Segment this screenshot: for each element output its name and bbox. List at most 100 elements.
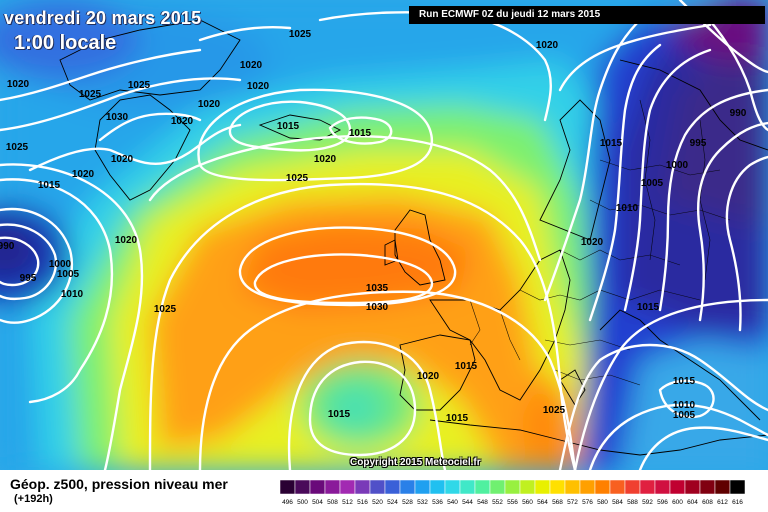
color-scale-legend: 496 500 504 508 512 516 520 524 528 532 536 540 544 5… <box>280 480 746 506</box>
isobar-label: 1010 <box>673 400 696 411</box>
legend-value: 616 <box>732 499 743 506</box>
isobar-label: 990 <box>0 241 15 252</box>
legend-value: 512 <box>342 499 353 506</box>
legend-swatch <box>280 480 296 495</box>
legend-swatch <box>714 480 731 495</box>
isobar-label: 1000 <box>666 160 689 171</box>
forecast-date-title: vendredi 20 mars 2015 <box>4 8 202 28</box>
legend-value: 584 <box>612 499 623 506</box>
legend-swatch <box>504 480 521 495</box>
legend-value: 608 <box>702 499 713 506</box>
isobar-label: 1020 <box>111 154 134 165</box>
legend-swatch <box>459 480 476 495</box>
isobar-label: 1020 <box>72 169 95 180</box>
legend-swatch <box>624 480 641 495</box>
isobar-label: 1015 <box>673 376 696 387</box>
legend-swatch <box>594 480 611 495</box>
isobar-label: 1005 <box>673 410 696 421</box>
isobar-label: 1025 <box>289 29 312 40</box>
legend-swatch <box>354 480 371 495</box>
copyright-label: Copyright 2015 Meteociel.fr <box>350 457 481 468</box>
isobar-label: 1030 <box>106 112 129 123</box>
legend-swatch <box>564 480 581 495</box>
legend-swatch <box>339 480 356 495</box>
isobar-label: 1015 <box>277 121 300 132</box>
legend-swatch <box>669 480 686 495</box>
legend-value: 564 <box>537 499 548 506</box>
legend-swatch <box>729 480 746 495</box>
legend-swatch <box>699 480 716 495</box>
legend-value: 592 <box>642 499 653 506</box>
legend-swatch <box>324 480 341 495</box>
isobar-label: 1035 <box>366 283 389 294</box>
legend-swatch <box>384 480 401 495</box>
isobar-label: 1025 <box>154 304 177 315</box>
isobar-label: 1015 <box>328 409 351 420</box>
isobar-label: 1005 <box>641 178 664 189</box>
legend-swatch <box>489 480 506 495</box>
run-label: Run ECMWF 0Z du jeudi 12 mars 2015 <box>409 6 765 24</box>
legend-swatch <box>519 480 536 495</box>
isobar-label: 1025 <box>543 405 566 416</box>
legend-value: 552 <box>492 499 503 506</box>
legend-value: 556 <box>507 499 518 506</box>
isobar-label: 1025 <box>79 89 102 100</box>
isobar-label: 1020 <box>198 99 221 110</box>
legend-value: 560 <box>522 499 533 506</box>
legend-swatch <box>444 480 461 495</box>
isobar-label: 1020 <box>7 79 30 90</box>
legend-value: 572 <box>567 499 578 506</box>
isobar-label: 1025 <box>286 173 309 184</box>
isobar-label: 995 <box>20 273 37 284</box>
legend-value: 600 <box>672 499 683 506</box>
isobar-label: 1025 <box>6 142 29 153</box>
isobar-label: 1020 <box>115 235 138 246</box>
legend-swatch <box>429 480 446 495</box>
isobar-label: 1020 <box>536 40 559 51</box>
isobar-label: 1010 <box>61 289 84 300</box>
legend-swatch <box>639 480 656 495</box>
legend-value: 580 <box>597 499 608 506</box>
legend-value: 508 <box>327 499 338 506</box>
legend-swatch <box>399 480 416 495</box>
forecast-time-title: 1:00 locale <box>14 32 117 54</box>
isobar-label: 1015 <box>637 302 660 313</box>
legend-swatch <box>474 480 491 495</box>
legend-value: 612 <box>717 499 728 506</box>
isobar-label: 1010 <box>616 203 639 214</box>
legend-value: 532 <box>417 499 428 506</box>
isobar-label: 1015 <box>349 128 372 139</box>
legend-value: 568 <box>552 499 563 506</box>
legend-value: 520 <box>372 499 383 506</box>
legend-value: 536 <box>432 499 443 506</box>
isobar-label: 1020 <box>240 60 263 71</box>
legend-value: 524 <box>387 499 398 506</box>
legend-swatch <box>414 480 431 495</box>
legend-value: 504 <box>312 499 323 506</box>
isobar-label: 1020 <box>581 237 604 248</box>
legend-value: 576 <box>582 499 593 506</box>
legend-value: 496 <box>282 499 293 506</box>
isobar-label: 1020 <box>171 116 194 127</box>
isobar-label: 995 <box>690 138 707 149</box>
legend-swatch <box>609 480 626 495</box>
legend-swatch <box>369 480 386 495</box>
legend-value: 604 <box>687 499 698 506</box>
isobar-label: 1015 <box>455 361 478 372</box>
geopotential-map: 1020 1025 1025 1025 1020 1020 1020 1020 1030 1025… <box>0 0 768 470</box>
legend-value: 516 <box>357 499 368 506</box>
parameter-label: Géop. z500, pression niveau mer <box>10 476 228 492</box>
isobar-label: 1015 <box>600 138 623 149</box>
legend-swatch <box>684 480 701 495</box>
legend-swatch <box>309 480 326 495</box>
lead-time-label: (+192h) <box>14 493 53 505</box>
legend-swatch <box>579 480 596 495</box>
legend-swatch <box>549 480 566 495</box>
isobar-label: 1025 <box>128 80 151 91</box>
isobar-label: 1015 <box>446 413 469 424</box>
legend-swatch <box>294 480 311 495</box>
legend-value: 544 <box>462 499 473 506</box>
legend-value: 540 <box>447 499 458 506</box>
legend-swatch <box>654 480 671 495</box>
